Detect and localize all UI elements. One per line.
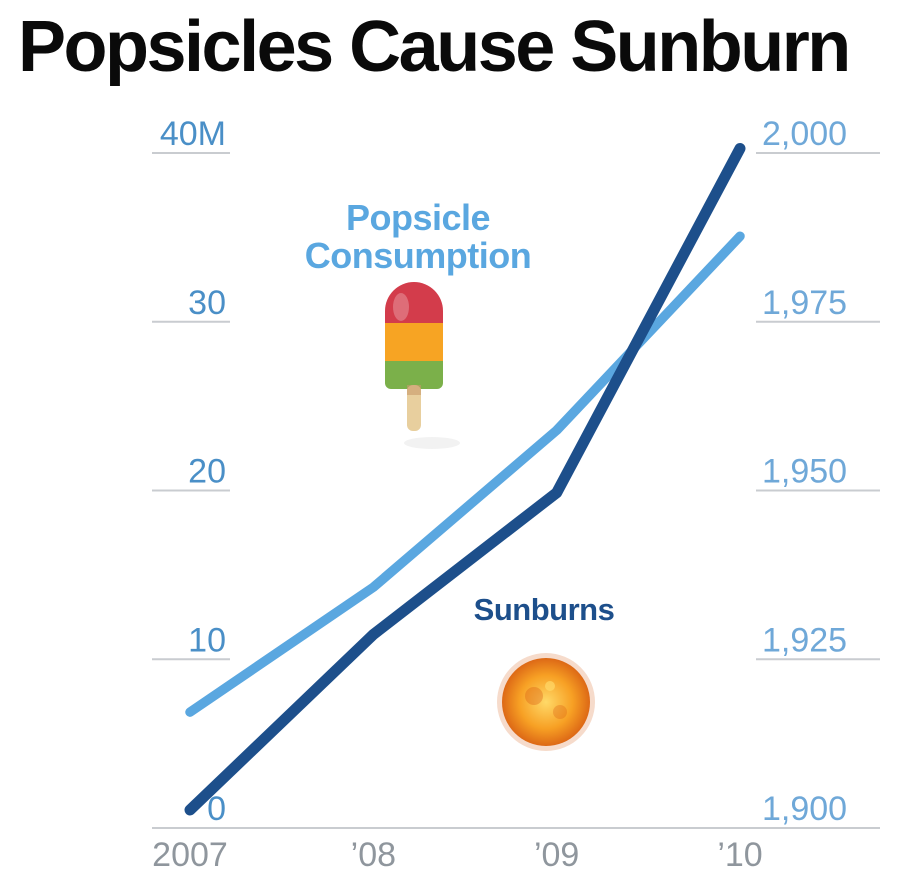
left-axis-label: 10 [188, 621, 226, 659]
popsicle-icon [385, 282, 460, 449]
popsicle-series-label: Consumption [305, 235, 531, 276]
x-axis-label: ’09 [534, 836, 579, 874]
chart-svg: 010203040M1,9001,9251,9501,9752,0002007’… [0, 0, 914, 896]
sunburns-series-label: Sunburns [474, 592, 615, 627]
x-axis-label: ’08 [351, 836, 396, 874]
x-axis-label: ’10 [717, 836, 762, 874]
left-axis-label: 20 [188, 453, 226, 491]
popsicle-series-label: Popsicle [346, 197, 490, 238]
x-axis-label: 2007 [152, 836, 228, 874]
right-axis-label: 1,900 [762, 790, 847, 828]
right-axis-label: 1,975 [762, 284, 847, 322]
right-axis-label: 2,000 [762, 115, 847, 153]
sun-icon [497, 653, 595, 751]
left-axis-label: 30 [188, 284, 226, 322]
chart-container: Popsicles Cause Sunburn 010203040M1,9001… [0, 0, 914, 896]
right-axis-label: 1,925 [762, 621, 847, 659]
left-axis-label: 40M [160, 115, 226, 153]
right-axis-label: 1,950 [762, 453, 847, 491]
